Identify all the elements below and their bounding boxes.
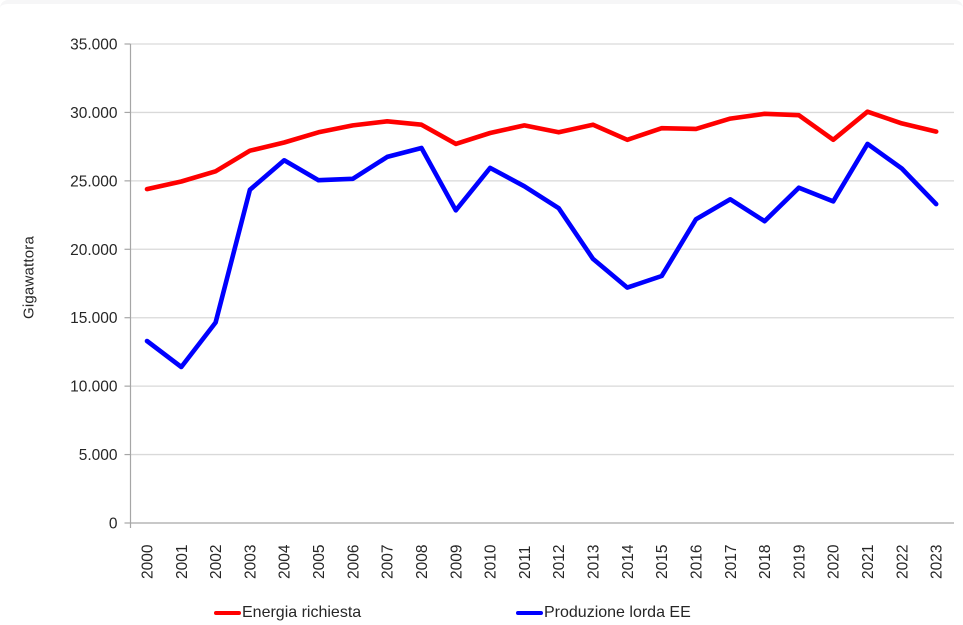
x-tick-label: 2013 (586, 545, 603, 579)
y-tick-label: 0 (109, 516, 118, 533)
legend-label: Energia richiesta (242, 604, 362, 621)
x-tick-label: 2000 (140, 544, 157, 579)
y-tick-label: 20.000 (70, 242, 118, 259)
x-tick-label: 2015 (654, 545, 671, 579)
y-axis-title: Gigawattora (20, 235, 38, 320)
x-tick-label: 2021 (860, 545, 877, 579)
x-tick-label: 2019 (791, 545, 808, 579)
legend-item-energia-richiesta: Energia richiesta (214, 601, 361, 625)
x-tick-label: 2001 (174, 545, 191, 579)
series-line-1 (144, 141, 939, 370)
y-tick-label: 15.000 (70, 310, 118, 327)
x-tick-label: 2008 (414, 545, 431, 579)
x-tick-label: 2004 (277, 544, 294, 579)
x-tick-label: 2011 (517, 546, 534, 579)
x-tick-label: 2010 (483, 544, 500, 579)
y-tick-label: 5.000 (79, 447, 118, 464)
x-tick-label: 2018 (757, 545, 774, 579)
blue-line-marker-icon (516, 610, 543, 616)
red-line-marker-icon (214, 610, 241, 616)
x-tick-label: 2003 (242, 545, 259, 579)
legend-item-produzione-lorda: Produzione lorda EE (516, 601, 691, 625)
y-tick-label: 30.000 (70, 105, 118, 122)
x-tick-label: 2002 (208, 545, 225, 579)
y-tick-label: 10.000 (70, 379, 118, 396)
y-tick-label: 35.000 (70, 37, 118, 54)
series-line-0 (144, 109, 939, 192)
x-tick-label: 2023 (929, 545, 946, 579)
legend-label: Produzione lorda EE (544, 604, 691, 621)
x-tick-label: 2017 (723, 545, 740, 579)
x-tick-label: 2016 (689, 545, 706, 579)
x-tick-label: 2012 (551, 545, 568, 579)
x-tick-label: 2009 (448, 545, 465, 579)
legend: Energia richiesta Produzione lorda EE (0, 601, 963, 625)
x-tick-label: 2014 (620, 544, 637, 579)
x-tick-label: 2005 (311, 545, 328, 579)
x-tick-label: 2020 (826, 544, 843, 579)
x-tick-label: 2022 (894, 545, 911, 579)
y-tick-label: 25.000 (70, 173, 118, 190)
x-tick-label: 2007 (380, 545, 397, 579)
chart-plot-area: 0 5.000 10.000 15.000 20.000 25.000 30.000 35.0… (70, 37, 954, 579)
x-tick-label: 2006 (345, 545, 362, 579)
